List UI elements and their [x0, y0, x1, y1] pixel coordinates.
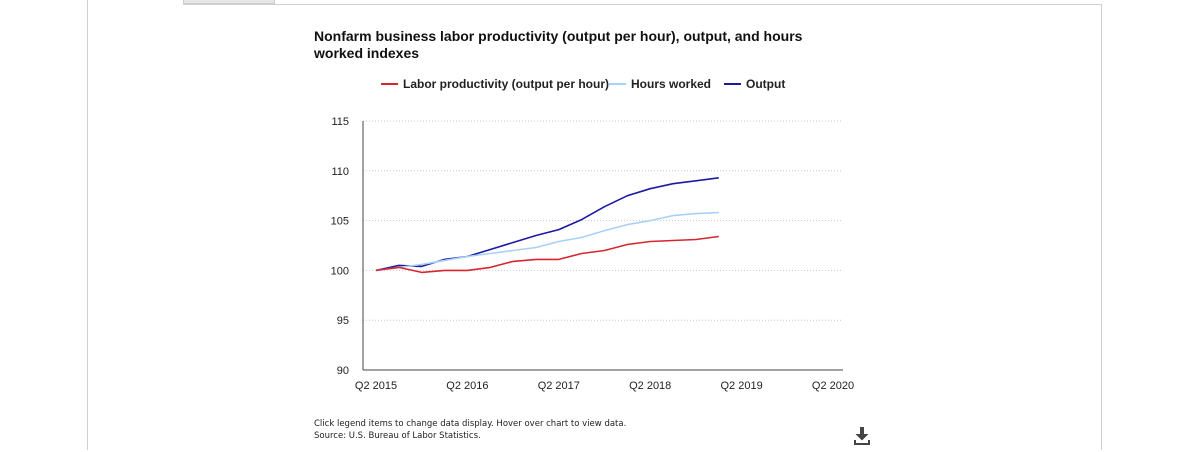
download-button[interactable]	[851, 425, 873, 447]
x-tick-label: Q2 2015	[355, 380, 397, 392]
legend-swatch-hours-worked	[609, 83, 626, 85]
download-icon	[854, 427, 870, 445]
x-tick-label: Q2 2019	[720, 380, 762, 392]
series-line	[375, 177, 719, 272]
chart-source: Source: U.S. Bureau of Labor Statistics.	[314, 430, 481, 441]
panel-border-top	[183, 4, 1102, 5]
series-line	[375, 235, 719, 274]
panel-border-left	[87, 0, 88, 450]
chart-legend: Labor productivity (output per hour) Hou…	[0, 76, 1192, 92]
legend-swatch-labor-productivity	[381, 83, 398, 85]
y-tick-label: 115	[331, 116, 349, 128]
legend-item-labor-productivity[interactable]: Labor productivity (output per hour)	[381, 76, 609, 92]
x-tick-label: Q2 2016	[446, 380, 488, 392]
series-line	[375, 211, 719, 272]
y-tick-label: 110	[331, 166, 349, 178]
legend-label-labor-productivity: Labor productivity (output per hour)	[403, 77, 609, 91]
chart-footer: Click legend items to change data displa…	[314, 419, 626, 442]
y-tick-label: 90	[337, 365, 349, 377]
legend-label-hours-worked: Hours worked	[631, 77, 712, 91]
x-tick-label: Q2 2020	[812, 380, 854, 392]
collapsed-tab[interactable]	[183, 0, 275, 4]
panel-border-right	[1101, 4, 1102, 450]
chart-title: Nonfarm business labor productivity (out…	[314, 28, 803, 61]
y-tick-label: 100	[331, 265, 349, 277]
legend-swatch-output	[724, 83, 741, 85]
y-tick-label: 105	[331, 216, 349, 228]
chart-instructions: Click legend items to change data displa…	[314, 419, 627, 429]
legend-label-output: Output	[746, 77, 786, 91]
y-tick-label: 95	[337, 315, 349, 327]
x-tick-label: Q2 2017	[538, 380, 580, 392]
legend-item-hours-worked[interactable]: Hours worked	[609, 76, 711, 92]
legend-item-output[interactable]: Output	[724, 76, 785, 92]
x-tick-label: Q2 2018	[629, 380, 671, 392]
